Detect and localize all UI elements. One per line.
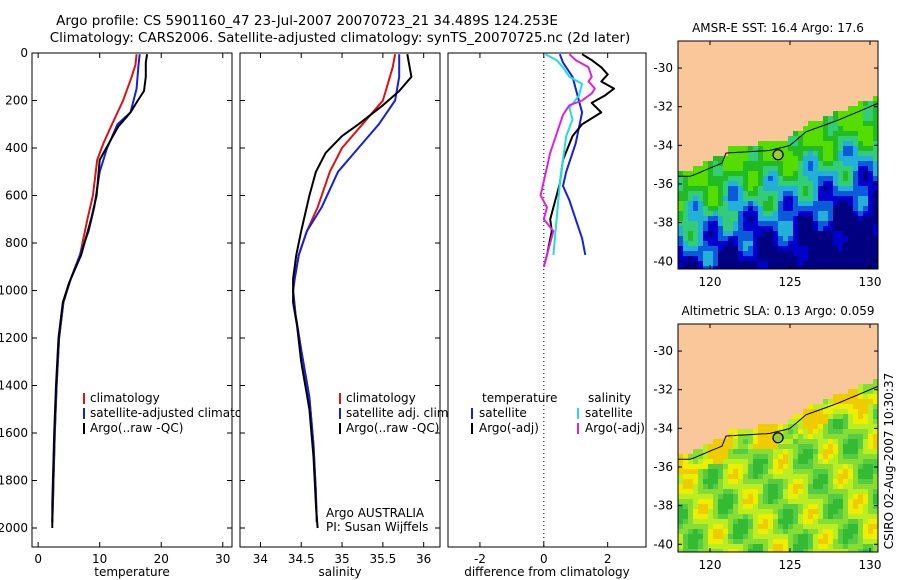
x-tick-label: -2 (474, 552, 486, 566)
x-tick-label: 125 (779, 275, 802, 289)
map-sst: AMSR-E SST: 16.4 Argo: 17.6 120 125 130 -30 -… (653, 21, 881, 289)
y-tick-label: 1000 (0, 284, 28, 298)
annotation-text: Argo AUSTRALIA (326, 506, 425, 520)
y-tick-label: 0 (20, 46, 28, 60)
x-tick-label: 125 (779, 558, 802, 572)
x-tick-label: 130 (859, 558, 882, 572)
chart-temperature: 0 10 20 30 0 200 400 600 800 1000 1200 1400 1600 1800… (0, 46, 268, 579)
y-tick-label: 2000 (0, 521, 28, 535)
profile-charts: 0 10 20 30020040060080010001200140016001800… (0, 46, 647, 579)
series-line-salinity-satellite (544, 53, 584, 255)
y-tick-label: 200 (5, 94, 28, 108)
map-frame (677, 40, 879, 270)
series-line-satellite-adj-clim- (292, 54, 401, 523)
y-tick-label: -40 (653, 254, 673, 268)
legend-label: Argo(-adj) (585, 421, 645, 435)
x-tick-label: 10 (92, 552, 107, 566)
y-tick-label: 600 (5, 189, 28, 203)
series-line-temperature-satellite (558, 53, 587, 256)
x-tick-label: 35.5 (369, 552, 396, 566)
series-line-temperature-argo-adj- (542, 53, 616, 268)
x-tick-label: 2 (604, 552, 612, 566)
plot-frame (447, 52, 647, 548)
legend-label: satellite-adjusted climatology (90, 406, 268, 420)
y-tick-label: -30 (653, 344, 673, 358)
legend-label: satellite (585, 406, 633, 420)
legend-heading: salinity (588, 391, 631, 405)
y-tick-label: 1400 (0, 379, 28, 393)
map-frame (677, 323, 879, 553)
y-tick-label: -34 (653, 421, 673, 435)
y-tick-label: 1600 (0, 426, 28, 440)
series-line-argo-raw-qc- (51, 54, 149, 528)
y-tick-label: 800 (5, 236, 28, 250)
legend-label: Argo(-adj) (479, 421, 539, 435)
chart-salinity: 34 34.5 35 35.5 36 salinity climatologysatelli… (239, 52, 452, 579)
x-tick-label: 36 (416, 552, 431, 566)
legend-label: satellite (479, 406, 527, 420)
legend-label: Argo(..raw -QC) (90, 421, 183, 435)
x-tick-label: 30 (215, 552, 230, 566)
x-axis-label: difference from climatology (464, 565, 630, 579)
y-tick-label: -40 (653, 537, 673, 551)
y-tick-label: 400 (5, 141, 28, 155)
y-tick-label: -30 (653, 61, 673, 75)
map-sla: Altimetric SLA: 0.13 Argo: 0.059 120 125 13… (653, 304, 881, 572)
y-tick-label: 1200 (0, 331, 28, 345)
map-title: AMSR-E SST: 16.4 Argo: 17.6 (692, 21, 864, 35)
annotation-text: PI: Susan Wijffels (326, 520, 428, 534)
y-tick-label: -32 (653, 100, 673, 114)
float-position-marker (772, 432, 784, 444)
y-tick-label: -38 (653, 499, 673, 513)
x-tick-label: 35 (334, 552, 349, 566)
y-tick-label: -36 (653, 460, 673, 474)
plot-frame (239, 52, 441, 548)
legend-label: climatology (90, 391, 160, 405)
x-axis-label: salinity (318, 565, 361, 579)
y-tick-label: -38 (653, 216, 673, 230)
legend-label: Argo(..raw -QC) (346, 421, 439, 435)
map-field (678, 324, 878, 552)
x-tick-label: 0 (34, 552, 42, 566)
x-tick-label: 34 (253, 552, 268, 566)
y-tick-label: -32 (653, 383, 673, 397)
float-position-marker (772, 149, 784, 161)
depth-contour (678, 102, 878, 177)
figure-title-line1: Argo profile: CS 5901160_47 23-Jul-2007 … (56, 13, 558, 29)
x-tick-label: 20 (154, 552, 169, 566)
series-line-salinity-argo-adj- (539, 53, 596, 268)
legend-heading: temperature (482, 391, 557, 405)
y-tick-label: 1800 (0, 474, 28, 488)
y-tick-label: -34 (653, 138, 673, 152)
x-tick-label: 130 (859, 275, 882, 289)
x-tick-label: 0 (540, 552, 548, 566)
x-tick-label: 34.5 (288, 552, 315, 566)
x-axis-label: temperature (94, 565, 169, 579)
map-title: Altimetric SLA: 0.13 Argo: 0.059 (681, 304, 874, 318)
y-tick-label: -36 (653, 177, 673, 191)
satellite-maps: AMSR-E SST: 16.4 Argo: 17.6 120 125 130 -30 -… (653, 21, 881, 572)
series-line-argo-raw-qc- (292, 54, 413, 529)
legend-label: climatology (346, 391, 416, 405)
side-stamp: CSIRO 02-Aug-2007 10:30:37 (882, 373, 896, 549)
map-field (678, 41, 878, 269)
plot-frame (31, 52, 233, 548)
legend-label: satellite adj. clim. (346, 406, 452, 420)
x-tick-label: 120 (699, 558, 722, 572)
x-tick-label: 120 (699, 275, 722, 289)
figure-title-line2: Climatology: CARS2006. Satellite-adjuste… (50, 30, 631, 46)
depth-contour (678, 385, 878, 460)
